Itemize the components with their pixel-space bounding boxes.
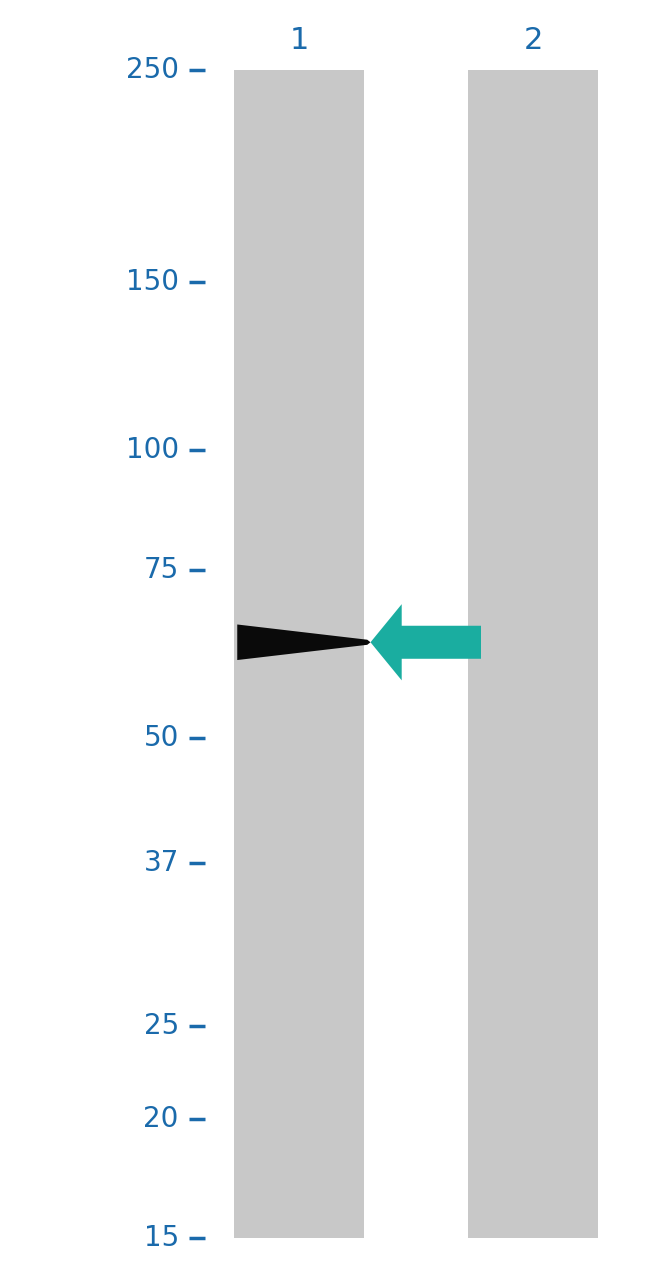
Text: 50: 50 (144, 724, 179, 752)
Polygon shape (370, 605, 481, 681)
Text: 15: 15 (144, 1224, 179, 1252)
Text: 2: 2 (523, 25, 543, 55)
Polygon shape (237, 625, 370, 660)
Text: 100: 100 (125, 437, 179, 465)
Bar (468, 70, 598, 1238)
Text: 250: 250 (125, 56, 179, 84)
Text: 37: 37 (144, 850, 179, 878)
Text: 150: 150 (125, 268, 179, 296)
Text: 1: 1 (289, 25, 309, 55)
Text: 20: 20 (144, 1105, 179, 1133)
Text: 75: 75 (144, 556, 179, 584)
Bar (234, 70, 364, 1238)
Text: 25: 25 (144, 1012, 179, 1040)
